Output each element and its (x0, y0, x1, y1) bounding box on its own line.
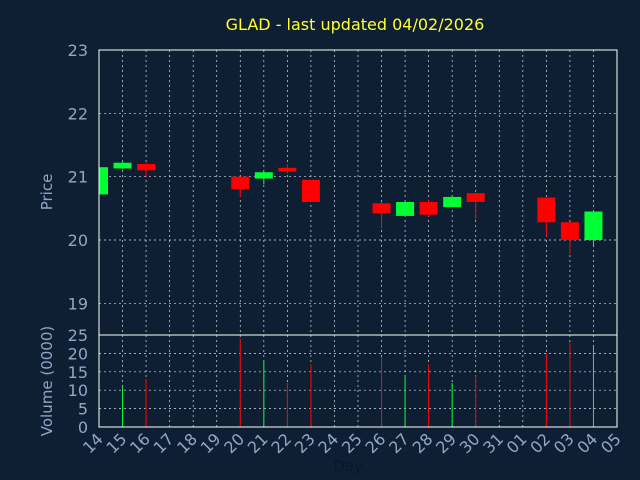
candle-body (372, 203, 391, 214)
candle-body (231, 176, 250, 190)
candle-body (137, 164, 156, 171)
candles (98, 160, 603, 254)
volume-tick-label: 15 (68, 363, 88, 382)
candle-body (537, 197, 556, 223)
candle-body (584, 211, 603, 240)
price-tick-label: 21 (68, 168, 88, 187)
volume-tick-label: 25 (68, 326, 88, 345)
candle-body (301, 179, 320, 202)
price-axis-label: Price (38, 174, 56, 211)
x-axis-label: Day (333, 457, 363, 475)
price-tick-label: 22 (68, 104, 88, 123)
volume-grid (99, 335, 617, 427)
volume-tick-label: 20 (68, 344, 88, 363)
candle-body (113, 162, 132, 169)
candle-body (560, 222, 579, 240)
candle-body (419, 202, 438, 215)
candle-body (254, 172, 273, 179)
candle-body (99, 167, 108, 195)
volume-tick-label: 10 (68, 381, 88, 400)
price-tick-label: 20 (68, 231, 88, 250)
volume-panel-border (98, 334, 618, 428)
volume-axis-label: Volume (0000) (38, 326, 56, 436)
volume-tick-label: 5 (78, 400, 88, 419)
chart-title: GLAD - last updated 04/02/2026 (226, 15, 485, 34)
x-tick-label: 05 (597, 429, 625, 457)
price-y-ticks: 19 20 21 22 23 (68, 41, 88, 313)
candle-body (396, 202, 415, 216)
candle-body (466, 193, 485, 202)
price-tick-label: 23 (68, 41, 88, 60)
candle-body (278, 167, 297, 172)
price-grid (99, 50, 617, 335)
x-ticks: 1415161718192021222324252627282930310102… (79, 429, 625, 457)
volume-bars (122, 338, 594, 427)
price-panel-border (98, 49, 618, 336)
volume-tick-label: 0 (78, 418, 88, 437)
candle-body (443, 196, 462, 208)
price-tick-label: 19 (68, 294, 88, 313)
